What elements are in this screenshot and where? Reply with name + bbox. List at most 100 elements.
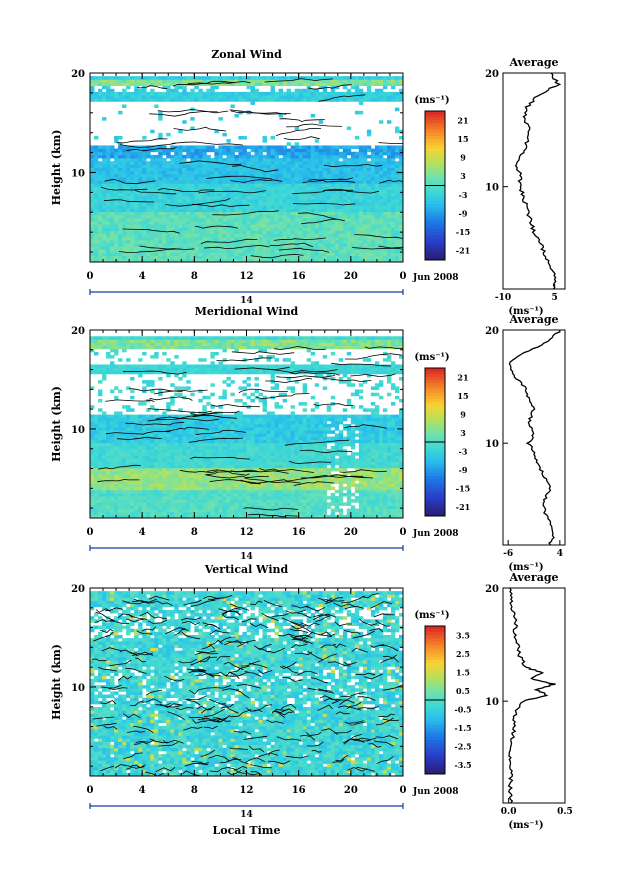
heatmap-cell bbox=[338, 474, 344, 478]
heatmap-cell bbox=[310, 211, 316, 216]
heatmap-cell bbox=[194, 471, 199, 475]
heatmap-cell bbox=[190, 208, 195, 212]
heatmap-cell bbox=[290, 221, 296, 225]
heatmap-cell bbox=[158, 154, 163, 159]
heatmap-cell bbox=[106, 230, 111, 235]
heatmap-cell bbox=[394, 492, 400, 497]
heatmap-cell bbox=[90, 474, 95, 478]
heatmap-cell bbox=[250, 88, 255, 93]
heatmap-cell bbox=[114, 161, 119, 165]
heatmap-cell bbox=[290, 170, 296, 175]
heatmap-cell bbox=[166, 480, 171, 484]
heatmap-cell bbox=[210, 167, 215, 172]
heatmap-cell bbox=[318, 233, 324, 238]
heatmap-cell bbox=[114, 158, 119, 162]
heatmap-cell bbox=[382, 496, 388, 500]
heatmap-cell bbox=[138, 246, 143, 250]
heatmap-cell bbox=[374, 176, 380, 181]
heatmap-cell bbox=[302, 230, 308, 235]
heatmap-cell bbox=[258, 236, 263, 241]
heatmap-cell bbox=[302, 474, 308, 478]
heatmap-cell bbox=[286, 464, 292, 469]
heatmap-cell bbox=[150, 88, 155, 93]
heatmap-cell bbox=[378, 214, 384, 219]
heatmap-cell bbox=[102, 217, 107, 222]
heatmap-cell bbox=[374, 227, 380, 231]
heatmap-cell bbox=[118, 208, 123, 212]
heatmap-cell bbox=[126, 224, 131, 228]
heatmap-cell bbox=[270, 492, 275, 497]
heatmap-cell bbox=[334, 195, 340, 200]
heatmap-cell bbox=[218, 167, 223, 172]
heatmap-cell bbox=[90, 227, 95, 231]
heatmap-cell bbox=[162, 145, 167, 149]
heatmap-cell bbox=[130, 464, 135, 469]
heatmap-cell bbox=[210, 467, 215, 472]
heatmap-cell bbox=[250, 95, 255, 99]
heatmap-cell bbox=[338, 221, 344, 225]
heatmap-cell bbox=[150, 477, 155, 481]
heatmap-cell bbox=[214, 76, 219, 80]
heatmap-cell bbox=[110, 499, 115, 503]
heatmap-cell bbox=[366, 199, 372, 203]
heatmap-cell bbox=[250, 258, 255, 263]
heatmap-cell bbox=[390, 464, 396, 469]
heatmap-cell bbox=[118, 82, 123, 86]
heatmap-cell bbox=[214, 486, 219, 491]
heatmap-cell bbox=[114, 167, 119, 172]
heatmap-cell bbox=[154, 483, 159, 488]
heatmap-cell bbox=[174, 492, 179, 497]
heatmap-cell bbox=[98, 224, 103, 228]
heatmap-cell bbox=[278, 246, 284, 250]
heatmap-cell bbox=[302, 88, 308, 93]
profile-y-tick-label: 20 bbox=[485, 69, 499, 80]
heatmap-cell bbox=[174, 176, 179, 181]
heatmap-cell bbox=[334, 489, 340, 494]
heatmap-cell bbox=[346, 183, 352, 187]
heatmap-cell bbox=[162, 227, 167, 231]
heatmap-cell bbox=[222, 496, 227, 500]
heatmap-cell bbox=[186, 205, 191, 209]
heatmap-cell bbox=[162, 477, 167, 481]
heatmap-cell bbox=[138, 195, 143, 200]
heatmap-cell bbox=[290, 486, 296, 491]
heatmap-cell bbox=[234, 255, 239, 260]
heatmap-cell bbox=[178, 195, 183, 200]
heatmap-cell bbox=[154, 243, 159, 247]
heatmap-cell bbox=[250, 82, 255, 86]
heatmap-cell bbox=[302, 502, 308, 506]
heatmap-cell bbox=[318, 464, 324, 469]
heatmap-cell bbox=[294, 158, 300, 162]
heatmap-cell bbox=[342, 170, 348, 175]
contour-line bbox=[173, 126, 227, 132]
heatmap-cell bbox=[378, 183, 384, 187]
heatmap-cell bbox=[302, 195, 308, 200]
heatmap-cell bbox=[362, 161, 368, 165]
heatmap-cell bbox=[346, 489, 352, 494]
heatmap-cell bbox=[298, 91, 304, 96]
heatmap-cell bbox=[398, 246, 404, 250]
heatmap-cell bbox=[322, 233, 328, 238]
heatmap-cell bbox=[178, 211, 183, 216]
heatmap-cell bbox=[302, 176, 308, 181]
heatmap-cell bbox=[222, 79, 227, 83]
heatmap-cell bbox=[290, 236, 296, 241]
heatmap-cell bbox=[110, 148, 115, 153]
heatmap-cell bbox=[138, 180, 143, 184]
heatmap-cell bbox=[258, 502, 263, 506]
heatmap-cell bbox=[258, 471, 263, 475]
heatmap-cell bbox=[346, 227, 352, 231]
heatmap-cell bbox=[122, 195, 127, 200]
heatmap-cell bbox=[138, 477, 143, 481]
heatmap-cell bbox=[218, 230, 223, 235]
heatmap-cell bbox=[318, 164, 324, 168]
heatmap-cell bbox=[226, 82, 231, 86]
heatmap-cell bbox=[182, 217, 187, 222]
heatmap-cell bbox=[246, 167, 251, 172]
heatmap-cell bbox=[154, 214, 159, 219]
heatmap-cell bbox=[338, 224, 344, 228]
heatmap-cell bbox=[206, 486, 211, 491]
heatmap-cell bbox=[122, 492, 127, 497]
heatmap-cell bbox=[90, 186, 95, 190]
heatmap-cell bbox=[318, 511, 324, 516]
